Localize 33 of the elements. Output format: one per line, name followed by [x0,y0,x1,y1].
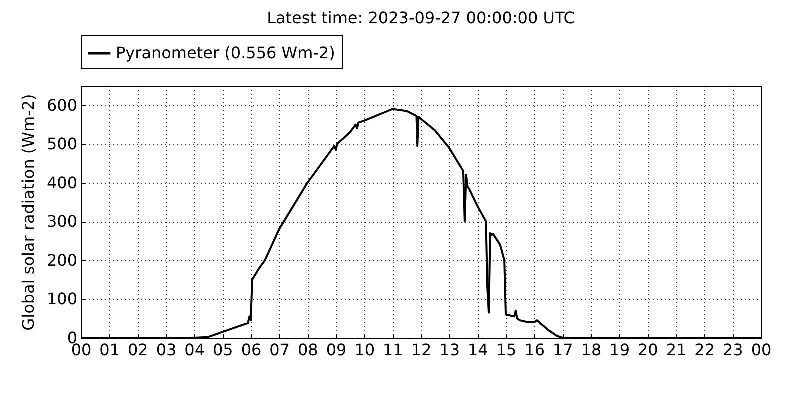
x-tick-label: 12 [411,340,432,360]
x-tick-label: 02 [128,340,148,360]
x-tick-label: 19 [610,340,630,360]
x-tick-label: 14 [468,340,488,360]
x-tick-label: 18 [581,340,602,360]
y-tick-label: 300 [46,212,78,232]
x-tick-label: 00 [751,340,772,360]
chart-title: Latest time: 2023-09-27 00:00:00 UTC [267,8,575,28]
x-tick-label: 11 [382,340,404,360]
x-tick-label: 22 [694,340,716,360]
x-tick-label: 01 [100,340,120,360]
x-tick-label: 05 [212,340,234,360]
x-tick-label: 10 [354,340,376,360]
y-tick-label: 500 [46,134,78,154]
y-tick-label: 600 [46,96,78,115]
legend-label: Pyranometer (0.556 Wm-2) [116,44,336,62]
x-tick-label: 07 [270,340,290,360]
x-tick-label: 13 [440,340,460,360]
x-tick-label: 08 [298,340,318,360]
x-tick-label: 20 [638,340,658,360]
x-tick-label: 17 [552,340,574,360]
x-tick-label: 21 [666,340,687,360]
x-tick-label: 23 [722,340,744,360]
y-tick-label: 400 [46,173,78,192]
x-tick-label: 04 [184,340,206,360]
x-tick-label: 16 [524,340,546,360]
y-tick-label: 100 [46,290,78,309]
y-axis-title: Global solar radiation (Wm-2) [18,94,38,331]
x-tick-label: 09 [326,340,347,360]
x-tick-label: 03 [156,340,177,360]
x-tick-label: 06 [241,340,262,360]
x-tick-label: 15 [496,340,517,360]
y-tick-label: 200 [46,250,78,270]
